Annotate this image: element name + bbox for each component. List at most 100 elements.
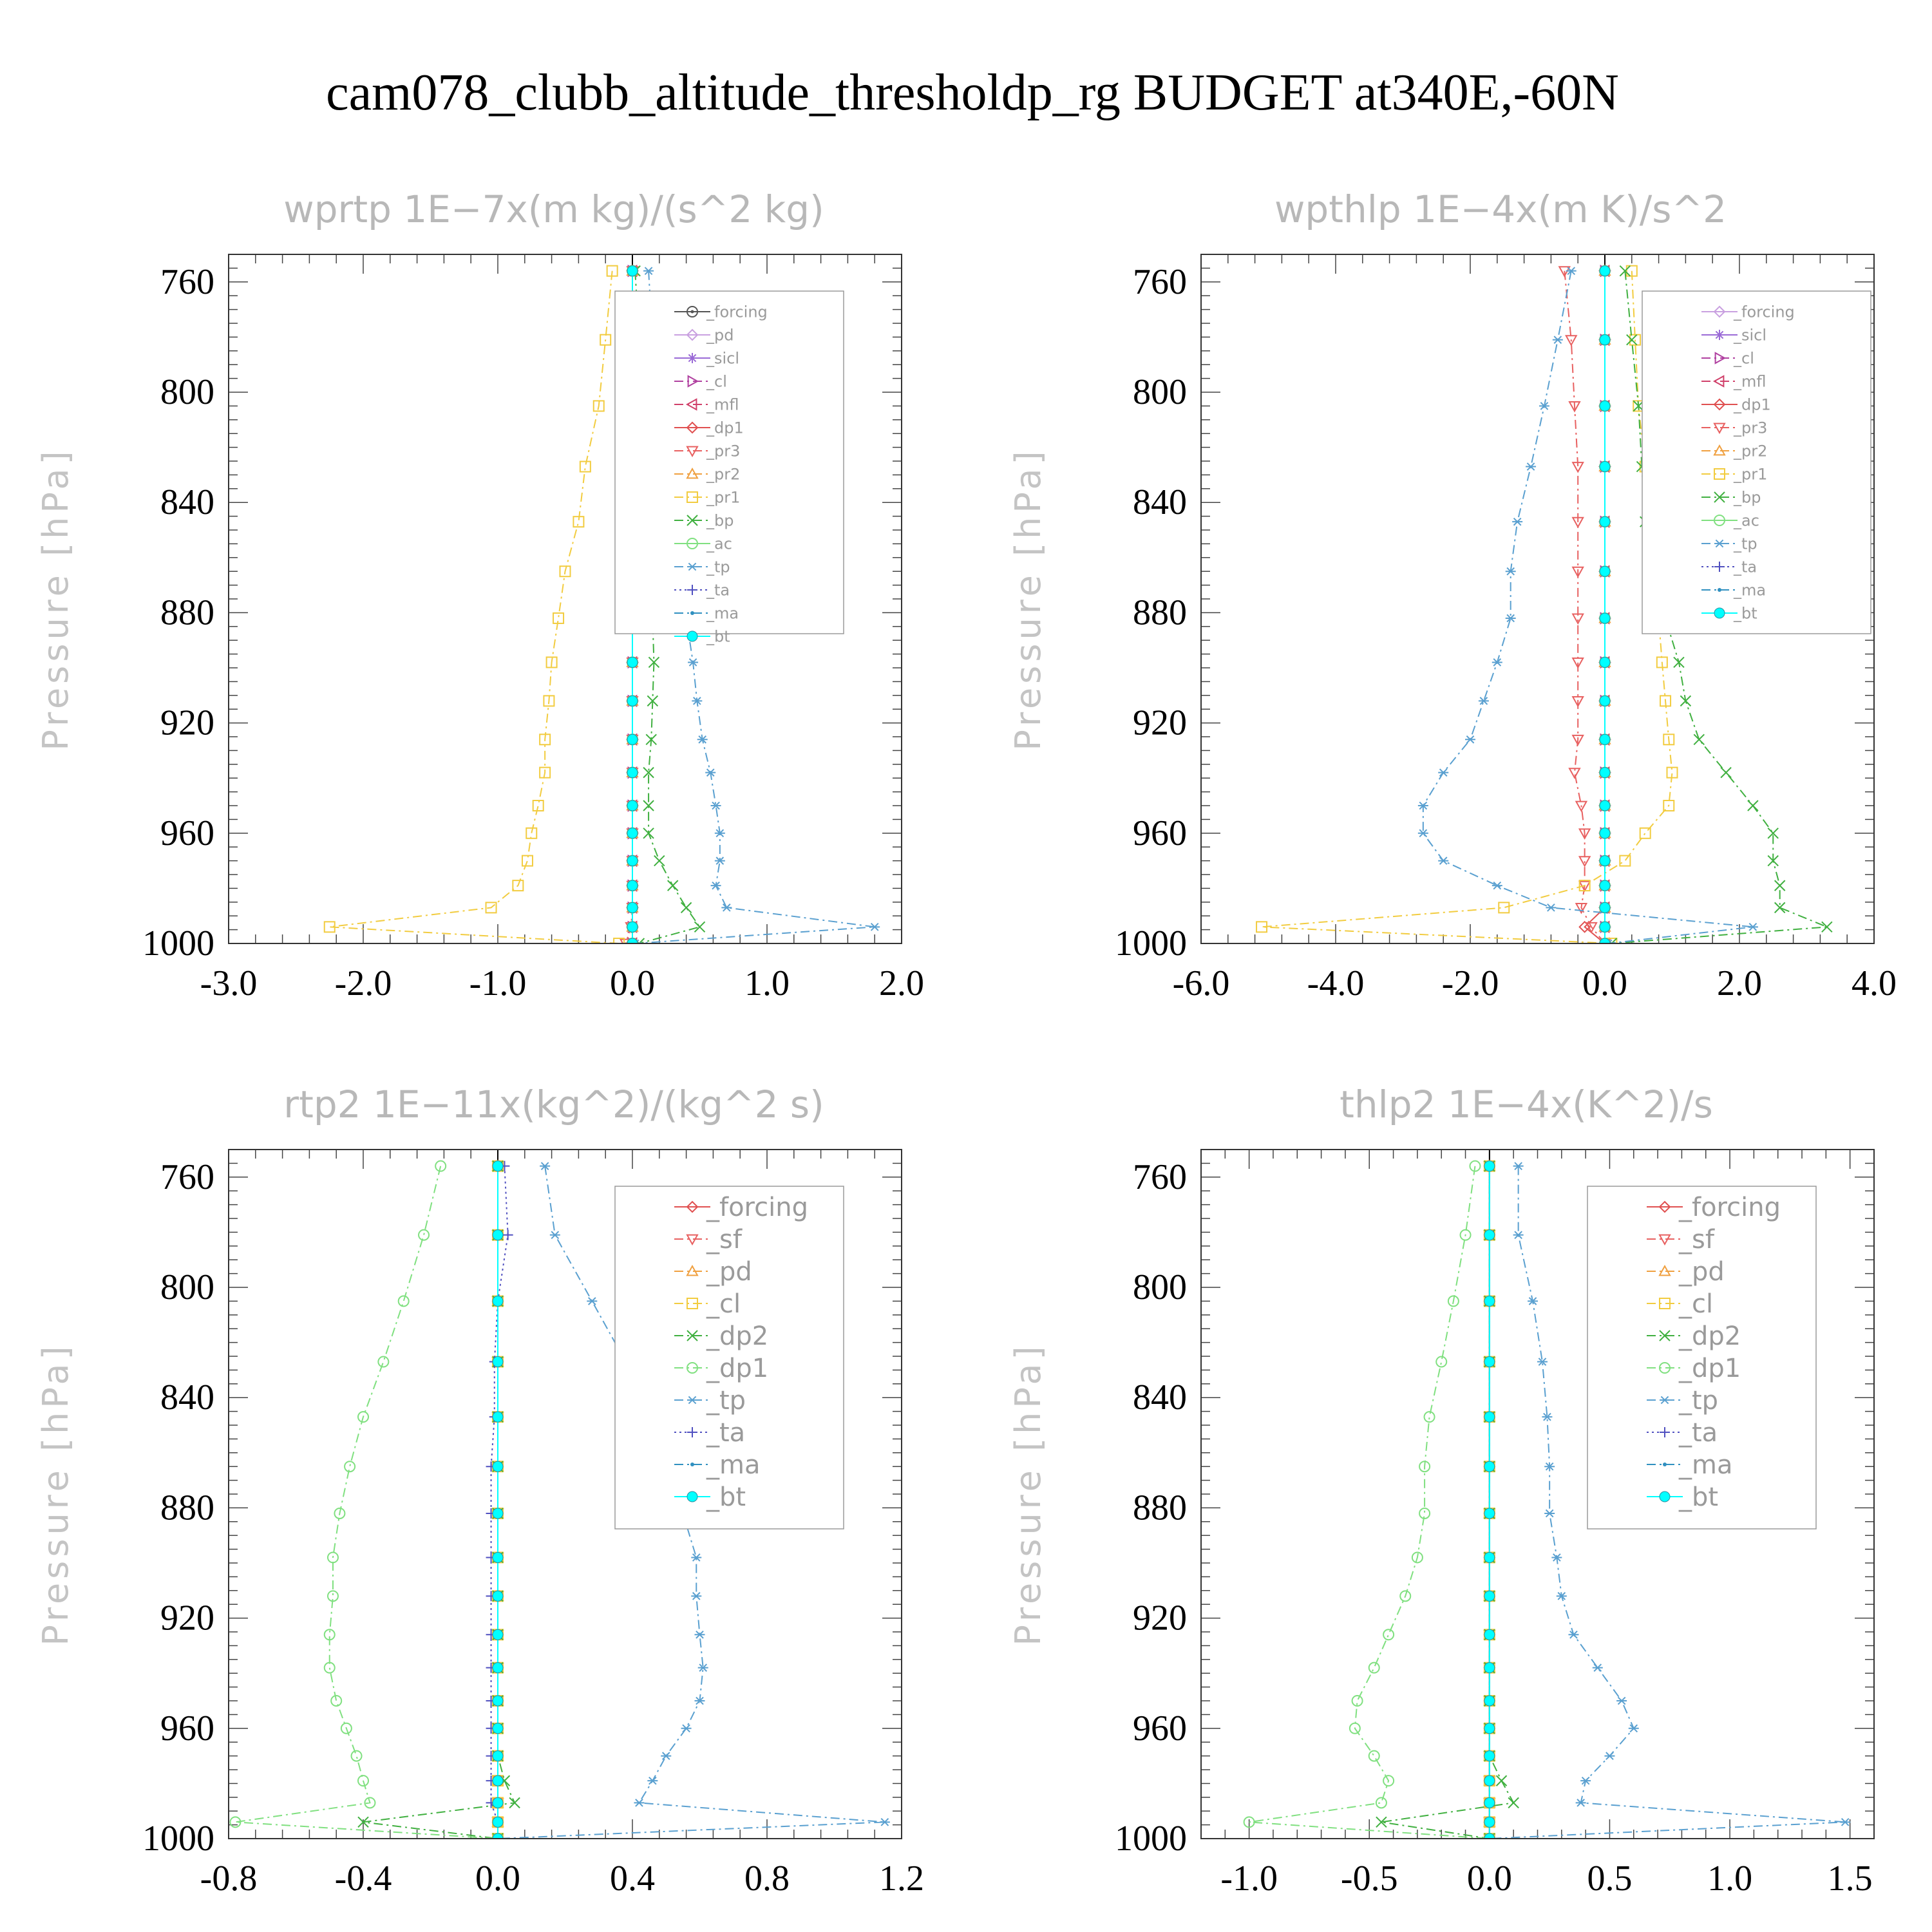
data-point — [492, 1662, 504, 1674]
x-tick-label: 2.0 — [1717, 963, 1762, 1003]
data-point — [1599, 695, 1611, 706]
legend-label: _ac — [706, 535, 732, 553]
data-point — [492, 1356, 504, 1368]
data-point — [1673, 656, 1685, 668]
data-point — [1351, 1695, 1363, 1707]
legend-marker — [1660, 1396, 1670, 1405]
legend-marker — [685, 398, 697, 411]
data-point — [1484, 1723, 1495, 1734]
data-point — [323, 1629, 336, 1641]
data-point — [627, 265, 638, 277]
data-point — [350, 1750, 363, 1762]
data-point — [1663, 800, 1675, 811]
legend: _forcing _sicl _cl _mfl _dp1 _pr3 _pr2 _pr1 _bp _… — [1642, 290, 1871, 634]
data-point — [1599, 800, 1611, 811]
data-point — [1599, 855, 1611, 867]
legend-label: _dp1 — [1733, 395, 1771, 413]
data-point — [1660, 695, 1672, 707]
data-point — [492, 1816, 504, 1828]
data-point — [357, 1775, 369, 1787]
data-point — [1592, 1663, 1603, 1672]
legend-marker — [1718, 588, 1721, 592]
y-tick-label: 1000 — [142, 923, 214, 963]
data-point — [1383, 1629, 1395, 1641]
data-point — [627, 695, 638, 706]
data-point — [647, 1776, 658, 1785]
legend-label: _cl — [706, 372, 727, 390]
data-point — [1256, 921, 1268, 933]
data-point — [694, 921, 706, 933]
legend-marker — [687, 1427, 697, 1437]
legend-label: _forcing — [706, 1193, 808, 1222]
x-tick-label: 0.0 — [610, 963, 655, 1003]
legend-marker — [686, 446, 699, 458]
x-tick-label: -3.0 — [200, 963, 258, 1003]
y-tick-label: 840 — [160, 1378, 214, 1417]
legend-marker — [1714, 562, 1725, 572]
data-point — [492, 1551, 504, 1563]
y-tick-label: 760 — [160, 262, 214, 302]
data-point — [1495, 1775, 1508, 1786]
data-point — [1663, 734, 1675, 746]
data-point — [1767, 855, 1779, 867]
data-point — [1774, 880, 1786, 891]
data-point — [1821, 921, 1833, 933]
x-tick-label: 1.5 — [1828, 1859, 1873, 1899]
data-point — [1604, 1752, 1615, 1760]
panel-title: rtp2 1E−11x(kg^2)/(kg^2 s) — [283, 1083, 824, 1126]
series-line — [1422, 270, 1754, 943]
legend-marker — [687, 1330, 698, 1341]
x-tick-label: -2.0 — [335, 963, 392, 1003]
legend-label: _dp2 — [1678, 1321, 1741, 1351]
legend-marker — [687, 585, 697, 595]
legend-marker — [1660, 1427, 1670, 1437]
y-tick-label: 1000 — [1115, 1819, 1187, 1859]
legend-label: _mfl — [1733, 372, 1766, 390]
series-line — [634, 270, 701, 943]
panel-title: thlp2 1E−4x(K^2)/s — [1340, 1083, 1713, 1126]
data-point — [1619, 855, 1631, 867]
data-point — [492, 1833, 504, 1839]
data-point — [1484, 1629, 1495, 1640]
legend-label: _bt — [706, 1482, 746, 1512]
data-point — [1599, 938, 1611, 943]
data-point — [334, 1507, 346, 1519]
data-point — [680, 902, 692, 914]
data-point — [694, 1630, 705, 1639]
data-point — [714, 829, 725, 838]
data-point — [1571, 696, 1584, 708]
data-point — [1484, 1508, 1495, 1519]
legend-marker — [687, 1298, 698, 1309]
data-point — [1513, 1231, 1524, 1239]
data-point — [627, 800, 638, 811]
series-line — [1489, 1166, 1846, 1839]
data-point — [1599, 880, 1611, 891]
data-point — [1578, 880, 1591, 892]
data-point — [1616, 1696, 1627, 1705]
data-point — [1484, 1356, 1495, 1368]
legend-label: _pd — [1678, 1257, 1725, 1287]
data-point — [1599, 921, 1611, 933]
data-point — [492, 1797, 504, 1808]
x-tick-label: -1.0 — [469, 963, 527, 1003]
data-point — [521, 855, 533, 867]
data-point — [1492, 658, 1502, 667]
data-point — [661, 1752, 672, 1760]
y-tick-label: 1000 — [142, 1819, 214, 1859]
y-tick-label: 840 — [160, 482, 214, 522]
data-point — [1375, 1797, 1387, 1809]
legend: _forcing _sf_pd_cl_dp2 _dp1 _tp_ta_ma_bt — [1587, 1186, 1817, 1530]
legend-marker — [1658, 1264, 1671, 1276]
data-point — [1666, 766, 1678, 779]
chart-panel: rtp2 1E−11x(kg^2)/(kg^2 s) Pressure [hPa]… — [35, 1083, 924, 1899]
data-point — [1599, 828, 1611, 839]
data-point — [667, 880, 679, 891]
data-point — [1484, 1797, 1495, 1808]
legend-label: _cl — [706, 1289, 741, 1319]
legend-label: _sf — [1678, 1225, 1715, 1255]
data-point — [643, 828, 654, 839]
data-point — [509, 1797, 520, 1809]
data-point — [1484, 1551, 1495, 1563]
y-tick-label: 960 — [160, 813, 214, 853]
plot-frame — [228, 254, 902, 944]
